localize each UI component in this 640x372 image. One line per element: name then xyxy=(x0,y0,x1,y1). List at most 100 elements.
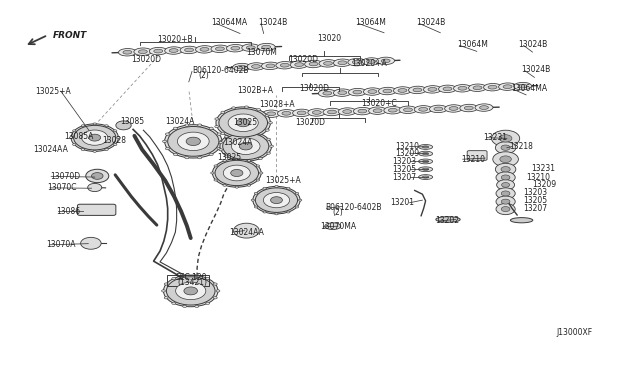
Circle shape xyxy=(269,145,273,147)
Circle shape xyxy=(221,132,225,134)
Ellipse shape xyxy=(295,63,303,67)
Ellipse shape xyxy=(338,91,347,94)
Ellipse shape xyxy=(138,50,147,54)
Text: (2): (2) xyxy=(198,71,209,80)
Ellipse shape xyxy=(266,64,275,68)
Text: SEC.120: SEC.120 xyxy=(176,273,207,282)
Circle shape xyxy=(220,140,224,142)
Text: 13070C: 13070C xyxy=(47,183,77,192)
Ellipse shape xyxy=(278,110,295,117)
Ellipse shape xyxy=(414,106,432,113)
Ellipse shape xyxy=(318,90,336,97)
Circle shape xyxy=(195,305,199,308)
Text: 13024B: 13024B xyxy=(259,18,288,27)
Ellipse shape xyxy=(384,106,402,114)
Ellipse shape xyxy=(154,49,163,53)
Circle shape xyxy=(82,130,108,145)
Circle shape xyxy=(244,137,248,140)
Circle shape xyxy=(275,213,278,215)
Circle shape xyxy=(255,188,298,212)
Circle shape xyxy=(105,148,108,151)
Circle shape xyxy=(235,131,239,133)
Text: 13024B: 13024B xyxy=(416,18,445,27)
Circle shape xyxy=(239,142,252,150)
Circle shape xyxy=(215,160,259,186)
Circle shape xyxy=(501,145,510,150)
Ellipse shape xyxy=(369,107,387,115)
Ellipse shape xyxy=(499,83,516,90)
Text: 13085A: 13085A xyxy=(64,132,93,141)
Circle shape xyxy=(496,203,515,215)
Ellipse shape xyxy=(419,167,433,171)
Ellipse shape xyxy=(323,92,332,95)
Circle shape xyxy=(269,122,273,124)
Circle shape xyxy=(496,196,515,207)
Ellipse shape xyxy=(445,105,463,112)
Circle shape xyxy=(172,302,176,304)
Ellipse shape xyxy=(333,89,351,96)
Circle shape xyxy=(259,133,262,135)
Circle shape xyxy=(235,159,239,161)
Ellipse shape xyxy=(422,176,429,178)
Circle shape xyxy=(223,133,269,160)
Circle shape xyxy=(263,187,266,189)
Text: J13000XF: J13000XF xyxy=(557,328,593,337)
Ellipse shape xyxy=(428,87,437,91)
Text: 13024A: 13024A xyxy=(223,138,252,147)
Circle shape xyxy=(214,179,218,181)
Text: 13064M: 13064M xyxy=(458,40,488,49)
Text: (13421): (13421) xyxy=(177,278,207,287)
Ellipse shape xyxy=(328,110,337,114)
Circle shape xyxy=(232,107,236,109)
Circle shape xyxy=(221,111,225,113)
Circle shape xyxy=(205,278,210,280)
Ellipse shape xyxy=(118,48,136,56)
Ellipse shape xyxy=(338,61,347,65)
Circle shape xyxy=(216,107,271,139)
Text: 13070MA: 13070MA xyxy=(320,222,356,231)
Ellipse shape xyxy=(257,44,275,51)
Circle shape xyxy=(225,155,228,157)
Circle shape xyxy=(232,137,236,139)
Circle shape xyxy=(164,283,168,285)
Ellipse shape xyxy=(422,146,429,148)
Circle shape xyxy=(198,124,202,126)
Ellipse shape xyxy=(381,59,390,63)
Circle shape xyxy=(163,140,166,142)
Circle shape xyxy=(298,199,302,201)
Text: 13024B: 13024B xyxy=(518,40,548,49)
Circle shape xyxy=(244,106,248,108)
Circle shape xyxy=(247,130,251,132)
Ellipse shape xyxy=(312,110,321,114)
Circle shape xyxy=(496,172,515,183)
Circle shape xyxy=(287,187,290,189)
Text: 13020D: 13020D xyxy=(288,55,318,64)
Text: 13201: 13201 xyxy=(390,198,415,207)
Ellipse shape xyxy=(297,111,306,115)
FancyBboxPatch shape xyxy=(77,204,116,215)
Ellipse shape xyxy=(231,46,240,50)
Circle shape xyxy=(166,277,215,305)
Text: B06120-6402B: B06120-6402B xyxy=(325,203,381,212)
Ellipse shape xyxy=(324,61,332,65)
Ellipse shape xyxy=(408,86,426,94)
Circle shape xyxy=(69,137,73,139)
Ellipse shape xyxy=(419,108,428,111)
Text: 13024AA: 13024AA xyxy=(33,145,68,154)
Circle shape xyxy=(223,184,227,186)
Text: 13020: 13020 xyxy=(317,34,341,43)
Circle shape xyxy=(71,124,118,151)
Text: 13202: 13202 xyxy=(435,217,460,225)
Ellipse shape xyxy=(367,60,376,63)
Text: 13070M: 13070M xyxy=(246,48,277,57)
Ellipse shape xyxy=(484,83,502,91)
Ellipse shape xyxy=(262,110,280,118)
Circle shape xyxy=(186,137,200,145)
Text: 13203: 13203 xyxy=(392,157,417,166)
Circle shape xyxy=(211,172,214,174)
Text: 13064M: 13064M xyxy=(355,18,386,27)
Circle shape xyxy=(184,287,198,295)
Ellipse shape xyxy=(200,48,209,51)
Circle shape xyxy=(164,296,168,299)
Text: 1302B+A: 1302B+A xyxy=(237,86,273,95)
